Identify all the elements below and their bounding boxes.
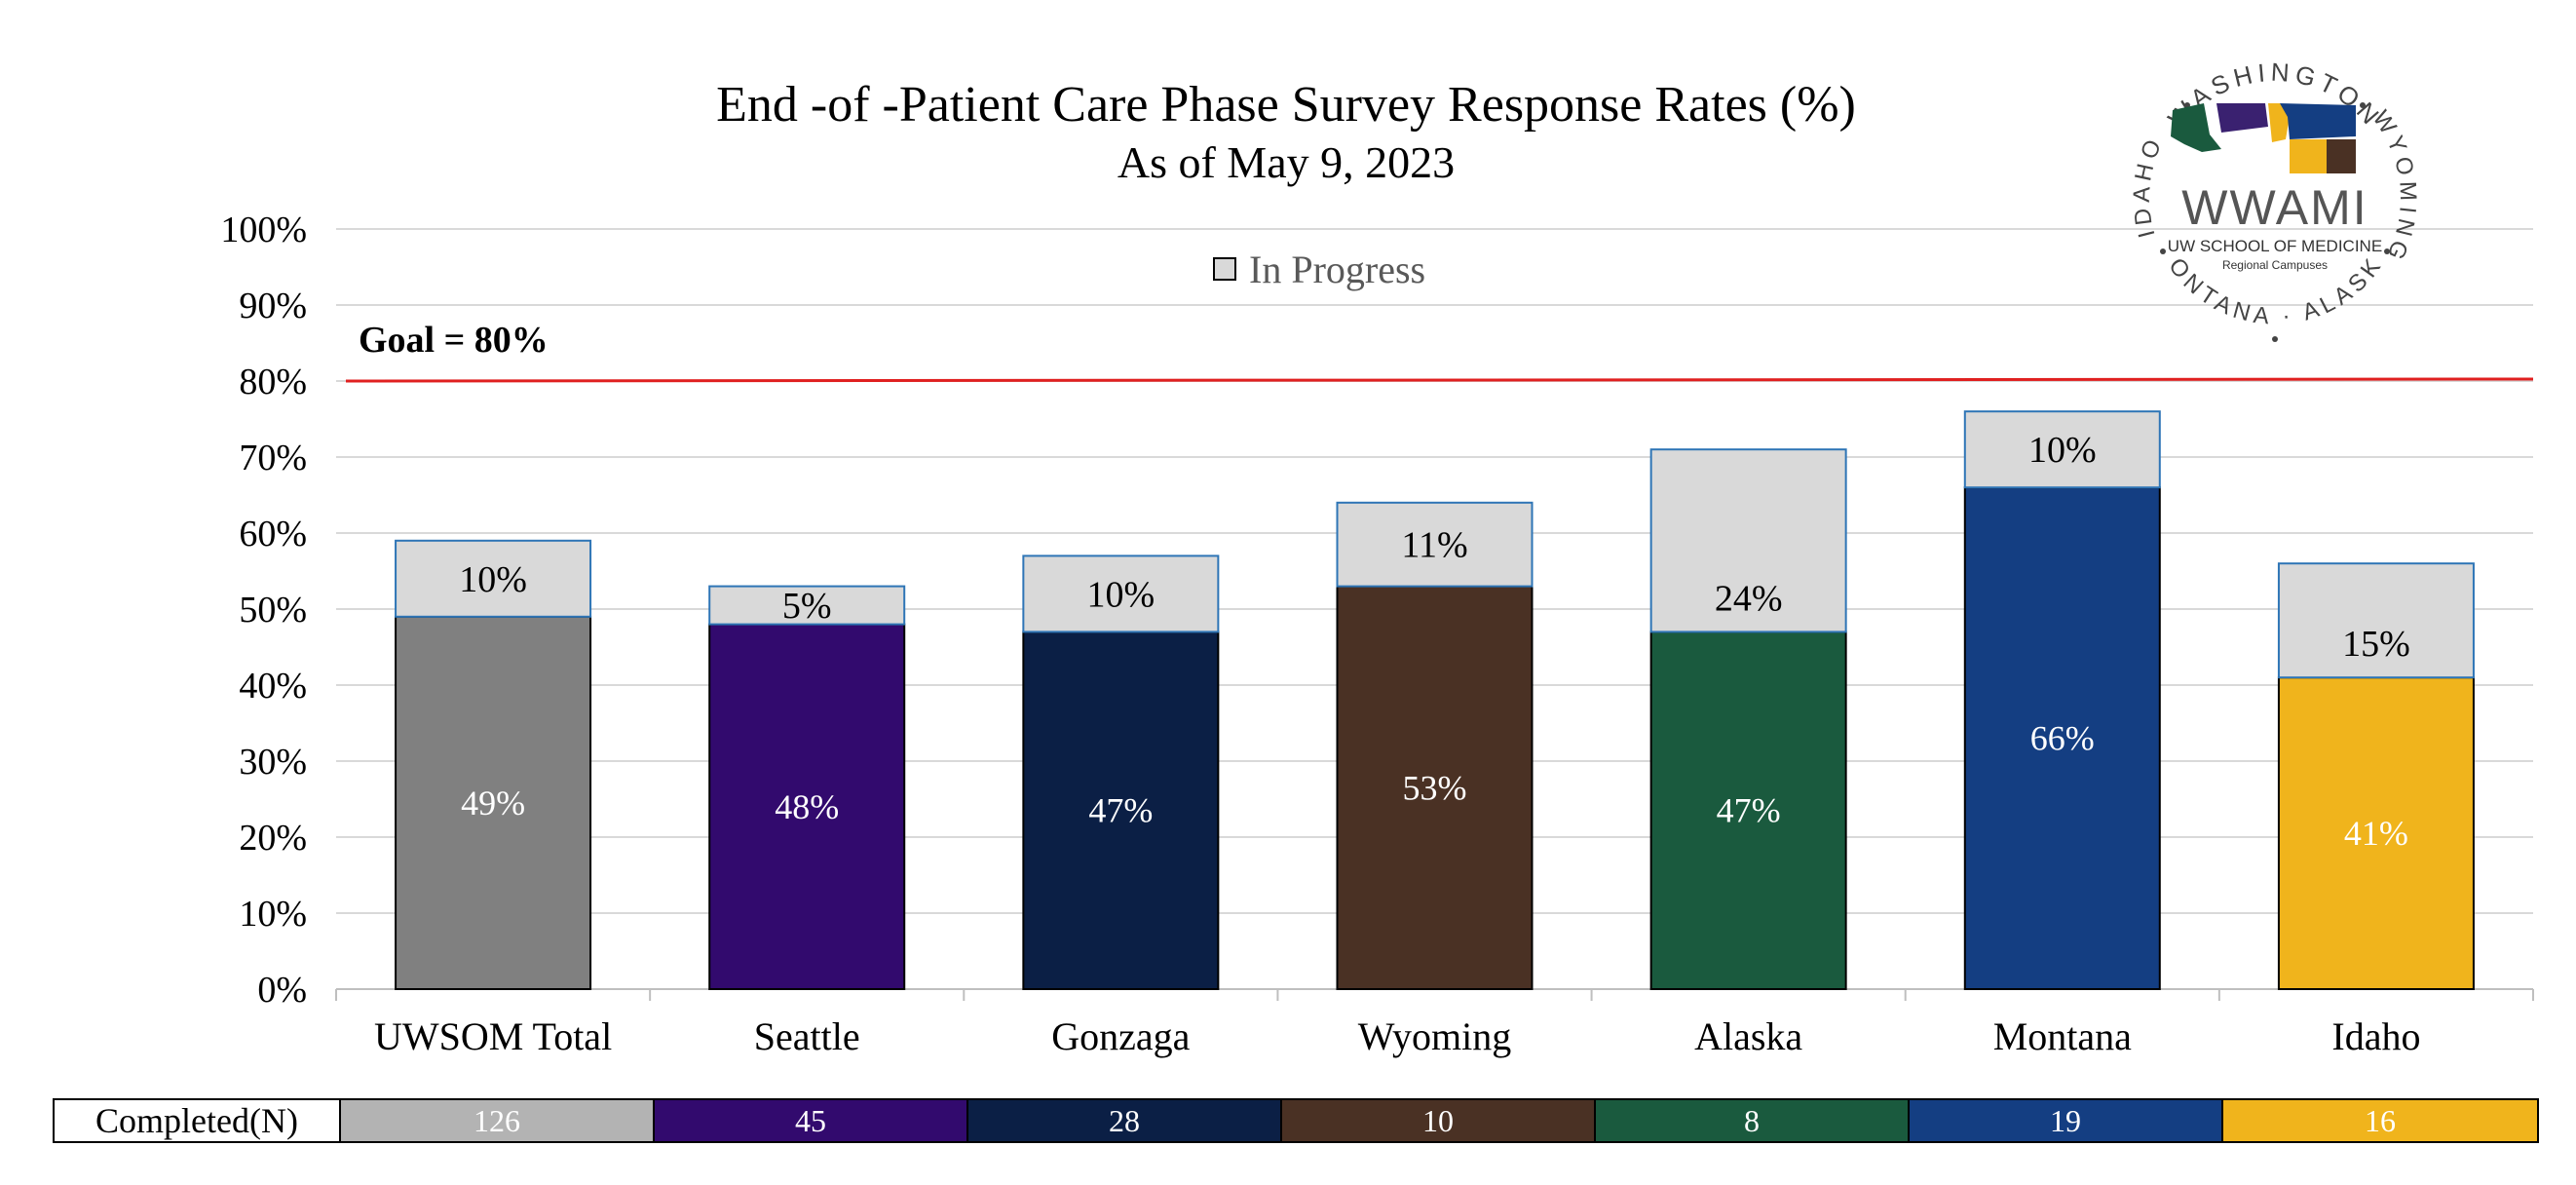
y-tick-label: 70% xyxy=(239,438,307,478)
data-label-completed: 53% xyxy=(1403,768,1467,807)
completed-table-cell: 45 xyxy=(655,1100,968,1141)
data-label-completed: 47% xyxy=(1088,791,1153,830)
logo-campus-text: Regional Campuses xyxy=(2222,258,2328,272)
logo-arc-left: IDAHO xyxy=(2129,132,2164,241)
wwami-logo: WASHINGTON IDAHO WYOMING MONTANA · ALASK… xyxy=(2095,18,2416,342)
completed-table-cell: 28 xyxy=(968,1100,1282,1141)
bar-in-progress xyxy=(1963,410,2161,489)
y-tick-label: 60% xyxy=(239,514,307,554)
completed-table: Completed(N) 126 45 28 10 8 19 16 xyxy=(53,1098,2539,1143)
x-tick-label: UWSOM Total xyxy=(374,1014,612,1058)
completed-table-cell: 16 xyxy=(2223,1100,2537,1141)
data-label-in-progress: 10% xyxy=(459,559,527,600)
data-label-completed: 47% xyxy=(1717,791,1781,830)
logo-wwami-text: WWAMI xyxy=(2181,180,2368,235)
completed-table-cell: 19 xyxy=(1910,1100,2223,1141)
bar-completed xyxy=(1963,486,2161,990)
data-label-in-progress: 15% xyxy=(2342,624,2410,665)
completed-table-cell: 8 xyxy=(1596,1100,1910,1141)
data-label-in-progress: 11% xyxy=(1401,525,1467,566)
bar-completed xyxy=(1336,585,1534,990)
bar-in-progress xyxy=(395,539,592,618)
logo-map xyxy=(2171,103,2356,173)
data-label-completed: 66% xyxy=(2030,719,2095,758)
data-label-completed: 49% xyxy=(461,784,525,822)
chart-title: End -of -Patient Care Phase Survey Respo… xyxy=(716,77,1856,133)
bar-in-progress xyxy=(1649,448,1847,633)
bar-in-progress xyxy=(1022,554,1220,633)
y-tick-label: 50% xyxy=(239,590,307,631)
svg-text:IDAHO: IDAHO xyxy=(2129,132,2169,241)
bar-completed xyxy=(2277,676,2475,990)
completed-table-cell: 10 xyxy=(1282,1100,1596,1141)
stacked-bar-chart: 0% 10% 20% 30% 40% 50% 60% 70% 80% 90% 100% 49% 10% U… xyxy=(220,210,2534,1058)
legend-label: In Progress xyxy=(1249,248,1425,291)
bar-in-progress xyxy=(1336,501,1534,588)
y-tick-label: 0% xyxy=(257,970,307,1011)
data-label-in-progress: 5% xyxy=(782,586,832,627)
completed-table-label: Completed(N) xyxy=(55,1100,341,1141)
logo-school-text: UW SCHOOL OF MEDICINE xyxy=(2168,237,2382,255)
goal-label: Goal = 80% xyxy=(359,320,549,361)
completed-table-cell: 126 xyxy=(341,1100,655,1141)
x-tick-label: Alaska xyxy=(1694,1014,1802,1058)
y-tick-label: 80% xyxy=(239,362,307,402)
data-label-completed: 48% xyxy=(775,787,839,826)
data-label-completed: 41% xyxy=(2344,814,2408,853)
y-tick-label: 40% xyxy=(239,666,307,707)
logo-dots xyxy=(2160,102,2390,342)
x-tick-label: Gonzaga xyxy=(1051,1014,1190,1058)
bar-in-progress xyxy=(2277,562,2475,679)
x-tick-label: Wyoming xyxy=(1358,1014,1512,1058)
data-label-in-progress: 24% xyxy=(1715,578,1783,619)
data-label-in-progress: 10% xyxy=(1087,574,1155,615)
bar-completed xyxy=(395,615,592,990)
bar-in-progress xyxy=(708,585,906,626)
x-tick-label: Montana xyxy=(1993,1014,2132,1058)
chart-subtitle: As of May 9, 2023 xyxy=(1117,137,1456,187)
bar-completed xyxy=(708,623,906,990)
y-tick-label: 90% xyxy=(239,286,307,326)
x-tick-label: Idaho xyxy=(2331,1014,2420,1058)
legend-swatch xyxy=(1213,257,1236,281)
x-tick-label: Seattle xyxy=(754,1014,860,1058)
y-tick-label: 10% xyxy=(239,894,307,935)
y-tick-label: 20% xyxy=(239,818,307,859)
data-label-in-progress: 10% xyxy=(2028,430,2097,471)
y-tick-label: 100% xyxy=(220,210,307,250)
y-tick-label: 30% xyxy=(239,742,307,783)
goal-line xyxy=(345,377,2534,383)
bar-completed xyxy=(1022,631,1220,991)
